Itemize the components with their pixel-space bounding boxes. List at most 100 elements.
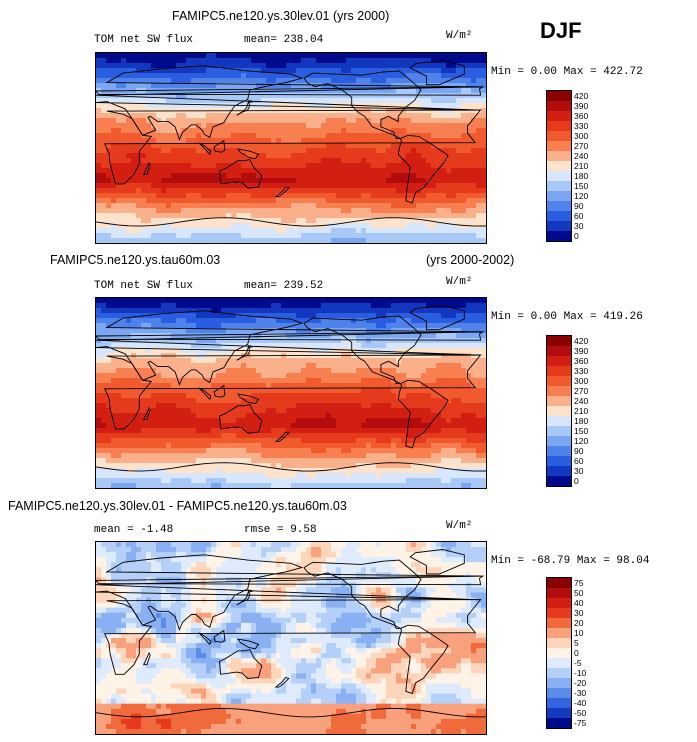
- map-cell: [236, 338, 242, 344]
- map-cell: [136, 373, 142, 379]
- map-cell: [341, 328, 347, 334]
- map-cell: [401, 163, 407, 169]
- map-cell: [391, 353, 397, 359]
- map-cell: [131, 413, 137, 419]
- map-cell: [241, 233, 247, 239]
- map-cell: [116, 98, 122, 104]
- map-cell: [211, 213, 217, 219]
- map-cell: [131, 328, 137, 334]
- map-cell: [406, 73, 412, 79]
- map-cell: [241, 118, 247, 124]
- map-cell: [206, 208, 212, 214]
- map-cell: [291, 173, 297, 179]
- map-cell: [336, 138, 342, 144]
- map-cell: [181, 238, 187, 243]
- map-cell: [336, 368, 342, 374]
- map-cell: [321, 373, 327, 379]
- map-cell: [156, 338, 162, 344]
- map-cell: [251, 228, 257, 234]
- map-cell: [261, 238, 267, 243]
- map-cell: [406, 218, 412, 224]
- map-cell: [456, 123, 462, 129]
- map-cell: [161, 203, 167, 209]
- map-cell: [271, 198, 277, 204]
- panel2-units: W/m²: [446, 276, 473, 288]
- map-cell: [111, 323, 117, 329]
- map-cell: [211, 328, 217, 334]
- map-cell: [411, 333, 417, 339]
- map-cell: [276, 308, 282, 314]
- map-cell: [161, 73, 167, 79]
- map-cell: [141, 188, 147, 194]
- map-cell: [181, 178, 187, 184]
- map-cell: [146, 148, 152, 154]
- map-cell: [471, 63, 477, 69]
- map-cell: [196, 153, 202, 159]
- map-cell: [186, 103, 192, 109]
- map-cell: [151, 113, 157, 119]
- map-cell: [406, 213, 412, 219]
- map-cell: [356, 368, 362, 374]
- map-cell: [401, 138, 407, 144]
- map-cell: [261, 163, 267, 169]
- map-cell: [426, 398, 432, 404]
- map-cell: [286, 363, 292, 369]
- map-cell: [321, 83, 327, 89]
- map-cell: [131, 323, 137, 329]
- map-cell: [221, 318, 227, 324]
- map-cell: [316, 238, 322, 243]
- map-cell: [211, 173, 217, 179]
- map-cell: [426, 203, 432, 209]
- map-cell: [116, 363, 122, 369]
- map-cell: [301, 73, 307, 79]
- map-cell: [351, 343, 357, 349]
- map-cell: [391, 308, 397, 314]
- map-cell: [461, 228, 467, 234]
- map-cell: [116, 393, 122, 399]
- map-cell: [466, 333, 472, 339]
- map-cell: [146, 303, 152, 309]
- map-cell: [431, 238, 437, 243]
- coastline: [236, 148, 260, 160]
- map-cell: [416, 173, 422, 179]
- map-cell: [301, 398, 307, 404]
- map-cell: [341, 53, 347, 59]
- map-cell: [141, 373, 147, 379]
- map-cell: [326, 93, 332, 99]
- map-cell: [131, 148, 137, 154]
- map-cell: [136, 228, 142, 234]
- map-cell: [346, 118, 352, 124]
- map-cell: [406, 203, 412, 209]
- map-cell: [266, 198, 272, 204]
- colorbar-swatch: [547, 151, 571, 161]
- map-cell: [441, 378, 447, 384]
- map-cell: [386, 373, 392, 379]
- map-cell: [111, 138, 117, 144]
- map-cell: [236, 138, 242, 144]
- map-cell: [411, 373, 417, 379]
- map-cell: [141, 73, 147, 79]
- map-cell: [201, 93, 207, 99]
- map-cell: [396, 348, 402, 354]
- map-cell: [311, 128, 317, 134]
- map-cell: [481, 198, 486, 204]
- map-cell: [481, 408, 486, 414]
- map-cell: [366, 153, 372, 159]
- map-cell: [331, 168, 337, 174]
- map-cell: [216, 153, 222, 159]
- map-cell: [341, 348, 347, 354]
- map-cell: [251, 58, 257, 64]
- map-cell: [181, 148, 187, 154]
- map-cell: [181, 143, 187, 149]
- map-cell: [466, 133, 472, 139]
- map-cell: [191, 333, 197, 339]
- map-cell: [131, 393, 137, 399]
- map-cell: [271, 218, 277, 224]
- map-cell: [281, 388, 287, 394]
- map-cell: [146, 233, 152, 239]
- map-cell: [161, 223, 167, 229]
- map-cell: [181, 123, 187, 129]
- map-cell: [466, 413, 472, 419]
- map-cell: [96, 168, 102, 174]
- map-cell: [151, 73, 157, 79]
